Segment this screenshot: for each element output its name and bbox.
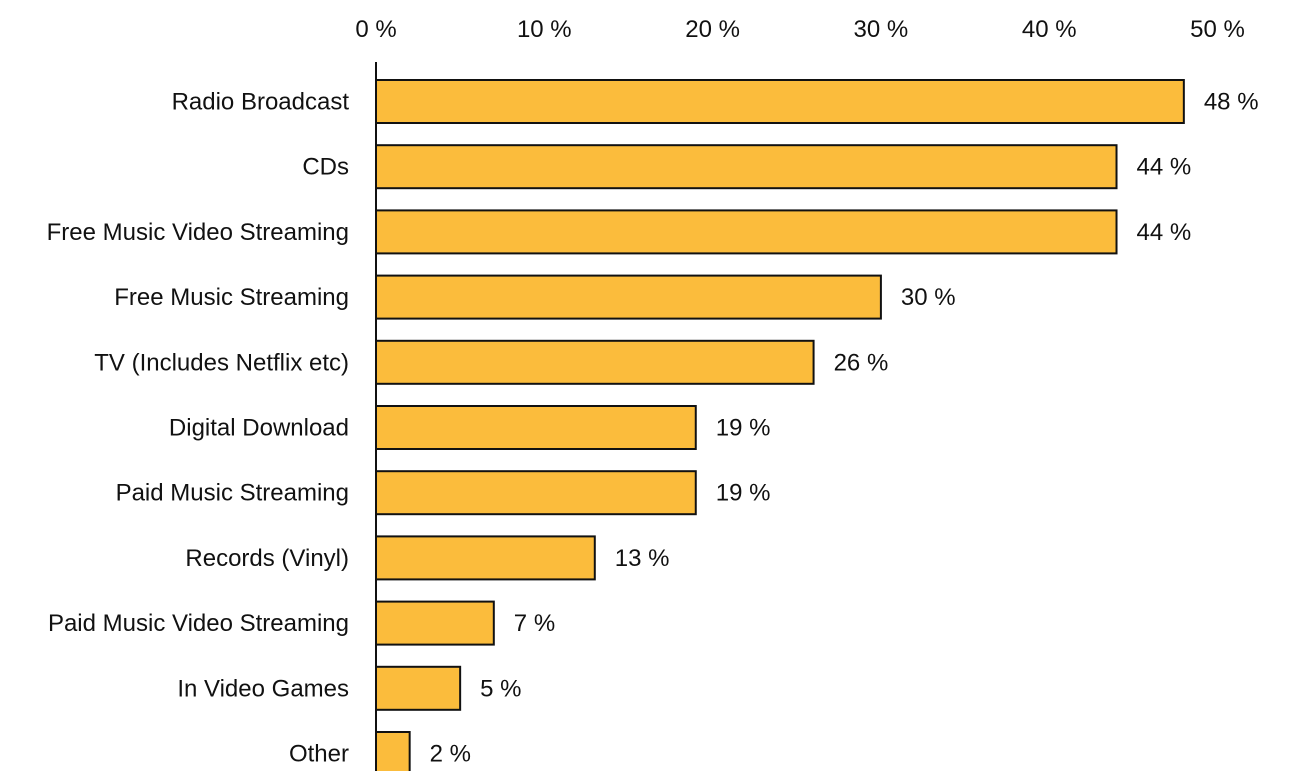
- category-label: Other: [289, 741, 349, 768]
- data-label: 2 %: [430, 741, 471, 768]
- x-tick-label: 10 %: [517, 16, 572, 43]
- x-tick-label: 0 %: [355, 16, 396, 43]
- x-tick-label: 50 %: [1190, 16, 1245, 43]
- bar: [375, 405, 697, 450]
- bar: [375, 339, 815, 385]
- category-label: In Video Games: [177, 675, 349, 702]
- x-tick-label: 40 %: [1022, 16, 1077, 43]
- data-label: 26 %: [834, 349, 889, 376]
- category-label: CDs: [302, 154, 349, 181]
- data-label: 19 %: [716, 415, 771, 442]
- bar: [375, 209, 1118, 255]
- data-label: 44 %: [1137, 154, 1192, 181]
- bar: [375, 274, 882, 320]
- data-label: 13 %: [615, 545, 670, 572]
- bars: [375, 79, 1185, 771]
- data-label: 30 %: [901, 284, 956, 311]
- x-axis-ticks: 0 % 10 % 20 % 30 % 40 % 50 %: [355, 16, 1245, 43]
- bar: [375, 600, 495, 646]
- value-labels: 48 % 44 % 44 % 30 % 26 % 19 % 19 % 13 % 7 % 5 % 2 …: [430, 89, 1259, 768]
- category-label: Radio Broadcast: [172, 89, 350, 116]
- bar: [375, 79, 1185, 124]
- category-label: Digital Download: [169, 415, 349, 442]
- category-label: Paid Music Video Streaming: [48, 610, 349, 637]
- bar: [375, 144, 1118, 190]
- category-label: TV (Includes Netflix etc): [94, 349, 349, 376]
- data-label: 48 %: [1204, 89, 1259, 116]
- bar: [375, 665, 462, 711]
- category-label: Records (Vinyl): [185, 545, 349, 572]
- category-labels: Radio Broadcast CDs Free Music Video Strea…: [47, 89, 350, 768]
- bar: [375, 470, 697, 516]
- data-label: 5 %: [480, 675, 521, 702]
- category-label: Free Music Streaming: [114, 284, 349, 311]
- category-label: Paid Music Streaming: [116, 480, 349, 507]
- bar: [375, 535, 596, 581]
- data-label: 19 %: [716, 480, 771, 507]
- bar: [375, 731, 411, 771]
- x-tick-label: 30 %: [854, 16, 909, 43]
- category-label: Free Music Video Streaming: [47, 219, 349, 246]
- data-label: 7 %: [514, 610, 555, 637]
- data-label: 44 %: [1137, 219, 1192, 246]
- x-tick-label: 20 %: [685, 16, 740, 43]
